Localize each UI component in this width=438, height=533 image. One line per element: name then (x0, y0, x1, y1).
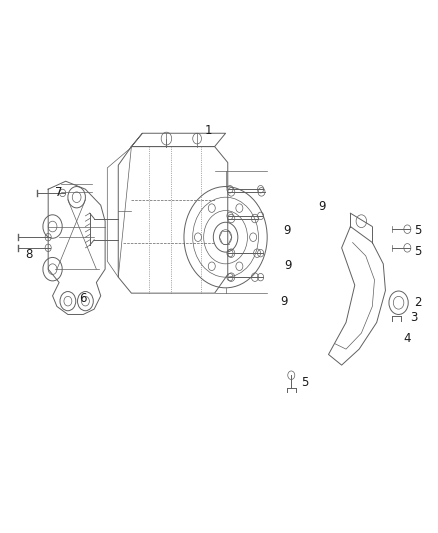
Text: 5: 5 (415, 245, 422, 258)
Text: 9: 9 (284, 259, 292, 272)
Text: 8: 8 (25, 248, 32, 261)
Text: 9: 9 (283, 224, 291, 237)
Text: 1: 1 (204, 124, 212, 137)
Text: 4: 4 (403, 332, 411, 345)
Text: 9: 9 (280, 295, 288, 308)
Text: 3: 3 (410, 311, 417, 324)
Text: 6: 6 (79, 292, 87, 305)
Text: 9: 9 (318, 200, 326, 213)
Text: 5: 5 (301, 376, 308, 389)
Text: 5: 5 (415, 224, 422, 237)
Text: 7: 7 (55, 187, 63, 199)
Text: 2: 2 (414, 296, 422, 309)
